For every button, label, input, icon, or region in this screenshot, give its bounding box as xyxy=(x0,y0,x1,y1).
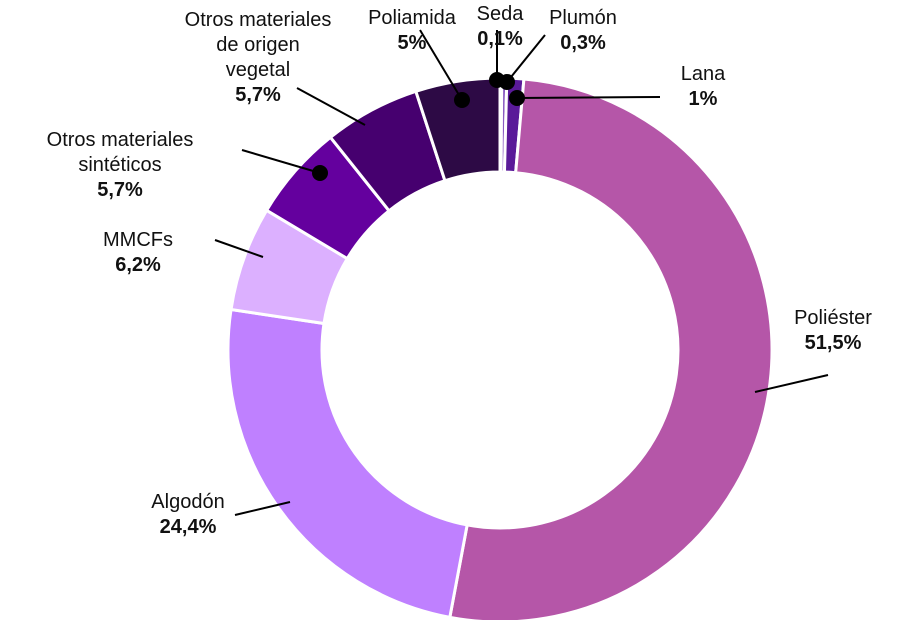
category-name: Lana xyxy=(680,63,726,85)
slice-label: Poliamida 5% xyxy=(357,6,467,56)
slice-label: Seda 0,1% xyxy=(470,2,530,52)
category-name: Algodón xyxy=(151,491,225,513)
slice xyxy=(448,77,774,620)
leader-line xyxy=(241,149,321,174)
category-name: MMCFs xyxy=(103,229,173,251)
leader-dot xyxy=(509,90,525,106)
leader-line xyxy=(419,29,463,101)
category-name: Plumón xyxy=(549,7,617,29)
slice-label: MMCFs 6,2% xyxy=(88,228,188,278)
leader-line xyxy=(506,34,546,83)
leader-line xyxy=(516,96,661,99)
leader-line xyxy=(296,87,366,126)
value-label: 24,4% xyxy=(159,516,217,538)
slice-label: Algodón 24,4% xyxy=(128,490,248,540)
leader-dot xyxy=(312,165,328,181)
category-name: Poliamida xyxy=(368,7,456,29)
value-label: 5,7% xyxy=(97,179,143,201)
slice xyxy=(413,76,502,183)
category-name: Seda xyxy=(476,3,524,25)
leader-line xyxy=(754,374,829,393)
value-label: 5,7% xyxy=(235,84,281,106)
slice-label: Otros materiales sintéticos 5,7% xyxy=(20,128,220,203)
value-label: 1% xyxy=(688,88,718,110)
leader-line xyxy=(214,239,264,258)
slice-label: Plumón 0,3% xyxy=(543,6,623,56)
leader-line xyxy=(234,501,291,516)
slice-label: Lana 1% xyxy=(673,62,733,112)
slice-label: Otros materiales de origen vegetal 5,7% xyxy=(183,8,333,108)
category-name: Otros materiales sintéticos xyxy=(46,129,194,176)
leader-dot xyxy=(499,74,515,90)
value-label: 5% xyxy=(397,32,427,54)
category-name: Otros materiales de origen vegetal xyxy=(184,9,332,81)
value-label: 6,2% xyxy=(115,254,161,276)
slice xyxy=(226,307,469,620)
value-label: 0,3% xyxy=(560,32,606,54)
leader-dot xyxy=(454,92,470,108)
value-label: 51,5% xyxy=(804,332,862,354)
value-label: 0,1% xyxy=(477,28,523,50)
slice-label: Poliéster 51,5% xyxy=(773,306,893,356)
category-name: Poliéster xyxy=(794,307,872,329)
